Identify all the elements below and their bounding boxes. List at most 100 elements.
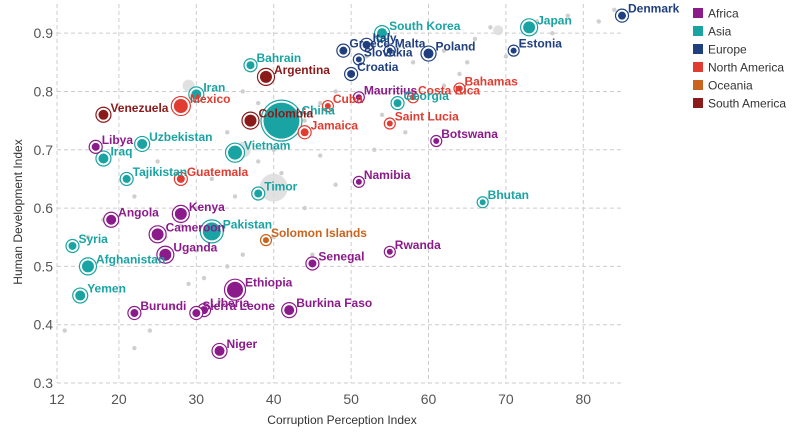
y-tick-label: 0.9 <box>34 25 54 41</box>
background-point <box>225 130 230 135</box>
data-point[interactable] <box>430 134 443 148</box>
x-axis-ticks: 12 20 30 40 50 60 70 80 <box>49 391 591 407</box>
point-label: Rwanda <box>395 238 441 252</box>
data-point[interactable] <box>406 91 420 104</box>
data-point[interactable] <box>476 196 489 209</box>
point-label: Sierra Leone <box>202 299 275 313</box>
data-point[interactable] <box>359 37 374 52</box>
data-point[interactable] <box>256 67 276 86</box>
background-point <box>565 13 571 18</box>
background-point <box>488 25 493 30</box>
point-label: Uganda <box>173 241 217 255</box>
data-point[interactable] <box>72 287 89 304</box>
background-point <box>217 299 222 304</box>
point-label: Senegal <box>318 249 364 263</box>
point-label: Italy <box>373 31 397 45</box>
background-point <box>612 7 617 13</box>
data-point[interactable] <box>119 171 134 187</box>
background-point <box>302 118 307 123</box>
data-point[interactable] <box>321 99 334 113</box>
background-point <box>170 305 176 310</box>
background-point <box>403 130 408 135</box>
background-point <box>178 223 184 228</box>
data-point[interactable] <box>223 278 247 301</box>
data-point[interactable] <box>344 66 359 82</box>
data-point[interactable] <box>251 186 266 201</box>
point-label: Timor <box>264 180 297 194</box>
data-point[interactable] <box>281 302 298 319</box>
data-point[interactable] <box>188 86 205 103</box>
data-point[interactable] <box>352 53 365 66</box>
data-point[interactable] <box>383 44 396 57</box>
x-tick-label: 80 <box>576 391 592 407</box>
data-point[interactable] <box>211 342 228 360</box>
data-point[interactable] <box>259 234 273 247</box>
data-point[interactable] <box>390 96 405 111</box>
point-label: Cameroon <box>166 220 225 234</box>
data-point[interactable] <box>336 43 351 58</box>
point-label: Bahamas <box>464 75 518 89</box>
point-label: Iran <box>203 80 225 94</box>
legend-swatch <box>693 8 703 18</box>
point-label: Colombia <box>258 107 313 121</box>
data-point[interactable] <box>148 225 167 244</box>
data-point[interactable] <box>383 117 396 130</box>
data-point[interactable] <box>260 99 303 142</box>
data-point[interactable] <box>134 135 151 153</box>
data-point[interactable] <box>243 58 258 73</box>
data-point[interactable] <box>95 106 112 123</box>
data-point[interactable] <box>88 139 103 154</box>
background-point <box>209 176 214 182</box>
data-point[interactable] <box>127 305 142 321</box>
data-point[interactable] <box>65 238 80 254</box>
data-point[interactable] <box>420 45 437 62</box>
legend-label: Africa <box>708 7 739 21</box>
data-point[interactable] <box>305 256 320 271</box>
data-point[interactable] <box>352 175 365 188</box>
data-point[interactable] <box>170 95 191 117</box>
data-point[interactable] <box>520 18 539 37</box>
point-label: Malta <box>395 37 426 51</box>
point-label: Venezuela <box>110 101 168 115</box>
data-point[interactable] <box>173 171 188 187</box>
point-label: Bahrain <box>256 51 301 65</box>
data-point[interactable] <box>156 245 175 264</box>
y-tick-label: 0.4 <box>34 317 54 333</box>
data-point[interactable] <box>199 219 224 244</box>
data-point[interactable] <box>78 257 98 276</box>
background-point <box>317 153 323 158</box>
data-point[interactable] <box>373 25 391 42</box>
background-point <box>186 281 191 287</box>
data-point[interactable] <box>189 305 204 321</box>
point-label: China <box>301 104 335 118</box>
point-label: Georgia <box>404 89 450 103</box>
data-point[interactable] <box>453 82 466 95</box>
point-label: Pakistan <box>223 217 272 231</box>
background-points <box>62 7 617 351</box>
legend-label: North America <box>708 61 784 75</box>
y-tick-label: 0.7 <box>34 142 54 158</box>
data-point[interactable] <box>103 211 120 228</box>
point-label: Argentina <box>274 63 330 77</box>
x-tick-label: 40 <box>266 391 282 407</box>
background-point <box>132 345 137 351</box>
data-point[interactable] <box>352 91 365 104</box>
data-point[interactable] <box>507 44 520 57</box>
data-point[interactable] <box>241 111 260 130</box>
y-tick-label: 0.3 <box>34 375 54 391</box>
background-bubble <box>259 173 288 202</box>
point-label: Tajikistan <box>133 165 187 179</box>
data-point[interactable] <box>614 8 630 23</box>
grid <box>56 4 622 384</box>
data-point[interactable] <box>95 150 112 167</box>
point-label: Estonia <box>519 37 563 51</box>
data-point[interactable] <box>224 142 246 163</box>
point-label: Saint Lucia <box>395 110 459 124</box>
data-point[interactable] <box>383 245 396 258</box>
legend-swatch <box>693 44 703 54</box>
y-tick-label: 0.5 <box>34 258 54 274</box>
data-point[interactable] <box>171 204 190 224</box>
data-point[interactable] <box>297 125 312 140</box>
legend-swatch <box>693 26 703 36</box>
